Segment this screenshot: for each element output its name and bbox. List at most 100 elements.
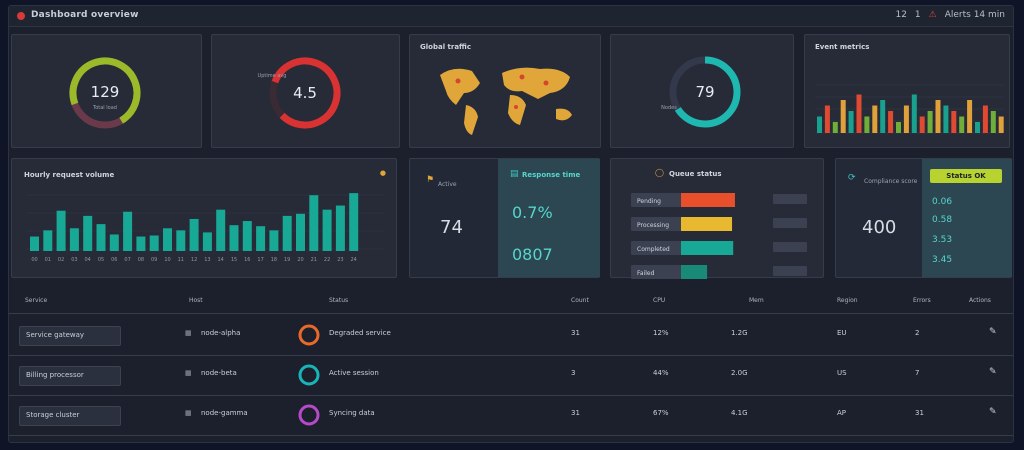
kpi-caption: Total load: [92, 105, 117, 111]
tick-label: 17: [257, 257, 263, 263]
notification-count[interactable]: 12: [895, 10, 907, 20]
header-count[interactable]: Count: [571, 297, 589, 304]
header-region[interactable]: Region: [837, 297, 858, 304]
volume-bar: [96, 224, 106, 251]
volume-bar: [335, 205, 345, 251]
tick-label: 10: [164, 257, 170, 263]
alerts-summary[interactable]: Alerts 14 min: [944, 10, 1005, 20]
bar-label-box: [631, 265, 681, 279]
map-panel[interactable]: Global traffic: [409, 34, 601, 148]
world-map: [440, 67, 572, 135]
stats-right: ▤ Response time 0.7% 0807: [498, 159, 600, 277]
kpi-panel-uptime[interactable]: 4.5 Uptime avg: [211, 34, 400, 148]
header-service[interactable]: Service: [25, 297, 48, 304]
status-text: Active session: [329, 369, 379, 377]
header-host[interactable]: Host: [189, 297, 203, 304]
errors-cell: 7: [915, 369, 920, 377]
stats-panel[interactable]: ⚑ Active 74 ▤ Response time 0.7% 0807: [409, 158, 600, 278]
kpi-caption: Nodes: [661, 105, 677, 111]
tick-label: 19: [284, 257, 290, 263]
queue-bar: [681, 193, 735, 207]
queue-bar: [681, 265, 708, 279]
service-chip[interactable]: Storage cluster: [19, 406, 121, 426]
refresh-icon[interactable]: ⟳: [848, 173, 856, 183]
status-text: Syncing data: [329, 409, 375, 417]
count-cell: 3: [571, 369, 576, 377]
bar-label: Processing: [637, 222, 669, 229]
edit-icon[interactable]: ✎: [989, 367, 997, 377]
logo-icon: [17, 12, 25, 20]
status-ring-icon: [298, 364, 320, 386]
errors-cell: 2: [915, 329, 920, 337]
mini-bar: [888, 111, 894, 133]
host-name: node-beta: [201, 369, 237, 377]
mini-bar: [896, 122, 901, 133]
volume-bar: [109, 234, 119, 251]
alert-icon[interactable]: ⚠: [928, 10, 937, 20]
stats-left: ⚑ Active 74: [410, 159, 498, 277]
host-icon: ▦: [185, 409, 192, 417]
header-cpu[interactable]: CPU: [653, 297, 666, 304]
service-chip[interactable]: Service gateway: [19, 326, 121, 346]
tick-label: 20: [297, 257, 303, 263]
cpu-cell: 44%: [653, 369, 669, 377]
header-mem[interactable]: Mem: [749, 297, 764, 304]
kpi-panel-nodes[interactable]: 79 Nodes: [610, 34, 794, 148]
queue-status-panel[interactable]: ◯ Queue status Pending Processing Complete…: [610, 158, 824, 279]
hotspot: [519, 74, 525, 80]
event-metrics-title: Event metrics: [815, 43, 870, 51]
tick-label: 06: [111, 257, 117, 263]
header-status[interactable]: Status: [329, 297, 349, 304]
service-name: Storage cluster: [26, 411, 80, 419]
queue-icon: ◯: [655, 168, 664, 177]
hotspot: [543, 80, 549, 86]
volume-bar: [123, 211, 133, 251]
app-title: Dashboard overview: [31, 10, 139, 20]
status-text: Degraded service: [329, 329, 391, 337]
user-count[interactable]: 1: [914, 10, 921, 20]
warning-icon[interactable]: ●: [379, 169, 386, 177]
tick-label: 18: [271, 257, 277, 263]
mini-bar: [817, 116, 822, 133]
event-metrics-panel[interactable]: Event metrics: [804, 34, 1010, 148]
mini-bar: [848, 111, 854, 133]
service-chip[interactable]: Billing processor: [19, 366, 121, 386]
active-value: 74: [440, 217, 463, 238]
host-icon: ▦: [185, 329, 192, 337]
continents: [440, 67, 572, 135]
volume-bar: [176, 230, 186, 251]
volume-bar: [202, 232, 212, 251]
volume-bar: [30, 236, 39, 251]
mini-bar: [919, 116, 925, 133]
region-cell: US: [837, 369, 847, 377]
mini-bar: [943, 105, 949, 133]
header-actions[interactable]: Actions: [969, 297, 991, 304]
edit-icon[interactable]: ✎: [989, 407, 997, 417]
score-item: 0.06: [932, 197, 953, 207]
table-row[interactable]: Service gateway ▦ node-alpha Degraded se…: [9, 315, 1013, 356]
tick-label: 15: [231, 257, 237, 263]
south-america-shape: [464, 105, 478, 135]
tick-label: 12: [191, 257, 197, 263]
status-badge[interactable]: Status OK: [930, 169, 1002, 183]
bar-label: Pending: [637, 198, 661, 205]
score-caption-top: Compliance score: [864, 178, 918, 185]
hourly-volume-panel[interactable]: Hourly request volume ● 00 01 02 03 04 05 06 07…: [11, 158, 397, 278]
header-errors[interactable]: Errors: [913, 297, 931, 304]
top-right-status: 12 1 ⚠ Alerts 14 min: [895, 10, 1005, 20]
host-icon: ▦: [185, 369, 192, 377]
volume-bar: [256, 226, 266, 251]
compliance-panel[interactable]: ⟳ Compliance score 400 Status OK 0.06 0.…: [835, 158, 1012, 278]
kpi-panel-load[interactable]: 129 Total load: [11, 34, 202, 148]
volume-bar: [136, 236, 146, 251]
mini-bar: [856, 94, 862, 133]
mini-bar: [935, 100, 941, 133]
hotspots: [455, 74, 549, 109]
edit-icon[interactable]: ✎: [989, 327, 997, 337]
mini-bar: [911, 94, 917, 133]
table-row[interactable]: Storage cluster ▦ node-gamma Syncing dat…: [9, 395, 1013, 436]
donut-progress: [69, 57, 141, 129]
table-row[interactable]: Billing processor ▦ node-beta Active ses…: [9, 355, 1013, 396]
score-right: Status OK 0.06 0.58 3.53 3.45: [922, 159, 1012, 277]
volume-bar: [229, 225, 239, 251]
